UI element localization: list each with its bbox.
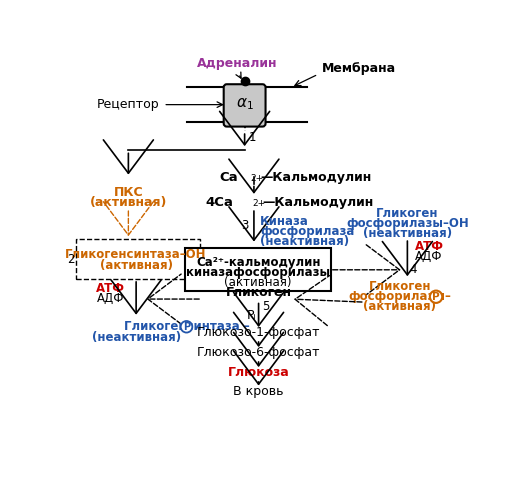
Text: АТФ: АТФ [96,282,124,295]
Text: 2+: 2+ [252,199,266,208]
Text: Ca²⁺-кальмодулин: Ca²⁺-кальмодулин [196,257,320,270]
Text: Гликоген: Гликоген [376,207,439,220]
Text: 2: 2 [66,253,74,266]
Text: ПКС: ПКС [114,186,143,199]
Circle shape [181,321,192,332]
Text: 3: 3 [241,219,249,232]
Text: Адреналин: Адреналин [196,57,277,70]
Text: —Кальмодулин: —Кальмодулин [260,171,371,184]
Text: Гликогенсинтаза–ОН: Гликогенсинтаза–ОН [65,248,207,261]
Circle shape [430,291,442,303]
FancyBboxPatch shape [185,248,331,291]
Text: 1: 1 [249,131,256,144]
Text: Гликоген: Гликоген [369,280,431,293]
Text: 4: 4 [410,263,417,276]
Text: Гликогенсинтаза –: Гликогенсинтаза – [124,320,250,333]
Text: (активная): (активная) [100,259,173,272]
Text: (активная): (активная) [363,300,436,313]
Text: Глюкоза: Глюкоза [228,367,289,379]
Text: (активная): (активная) [90,196,167,209]
Text: АДФ: АДФ [97,292,124,305]
Text: 2+: 2+ [251,175,264,183]
Text: P: P [432,292,440,302]
Text: Рецептор: Рецептор [97,98,159,111]
Text: Мембрана: Мембрана [322,61,396,74]
Text: Pᵢ: Pᵢ [246,309,256,322]
Text: (неактивная): (неактивная) [260,235,349,248]
Text: фосфорилаза: фосфорилаза [260,225,355,238]
Text: киназафосфорилазы: киназафосфорилазы [186,267,330,279]
Text: 4Ca: 4Ca [205,196,233,209]
Text: Ca: Ca [220,171,238,184]
Text: Глюкозо-1-фосфат: Глюкозо-1-фосфат [197,326,320,340]
Text: $\alpha_1$: $\alpha_1$ [236,97,253,113]
Text: (активная): (активная) [225,276,292,289]
Text: АДФ: АДФ [415,250,443,263]
Text: Киназа: Киназа [260,215,309,228]
Text: (неактивная): (неактивная) [363,227,452,240]
Text: В кровь: В кровь [233,385,284,398]
Text: 5: 5 [262,300,270,313]
Text: P: P [183,322,190,332]
Text: —Кальмодулин: —Кальмодулин [262,196,374,209]
Text: Гликоген: Гликоген [226,286,292,299]
Text: фосфорилазы–: фосфорилазы– [348,290,451,303]
Text: Глюкозо-6-фосфат: Глюкозо-6-фосфат [197,347,320,360]
Text: АТФ: АТФ [415,240,444,253]
Text: фосфорилазы–ОН: фосфорилазы–ОН [346,217,469,230]
Text: (неактивная): (неактивная) [91,331,181,344]
FancyBboxPatch shape [224,84,266,127]
